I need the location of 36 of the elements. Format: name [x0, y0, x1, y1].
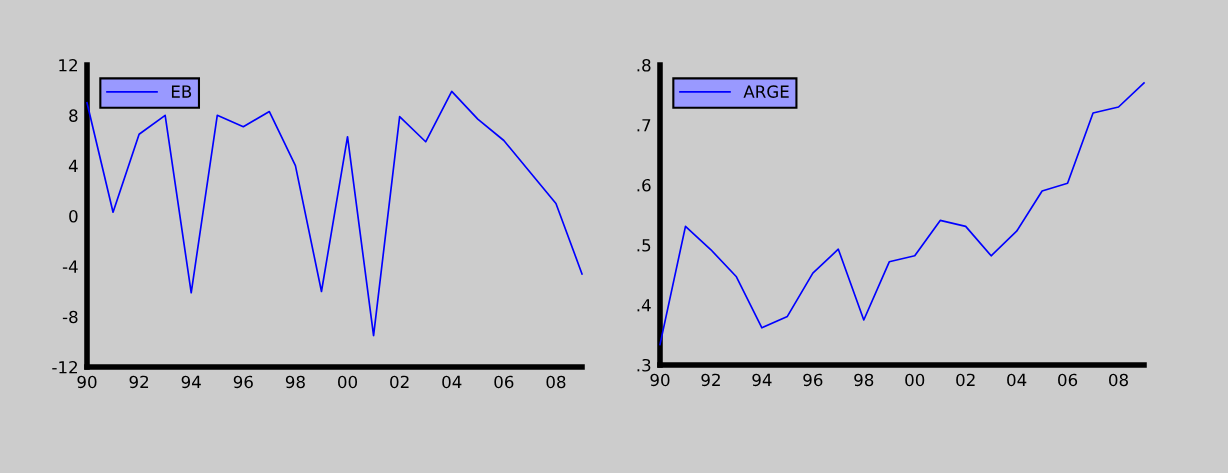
x-tick-label: 92: [129, 375, 149, 389]
y-tick-label: 8: [69, 109, 78, 122]
x-tick-label: 98: [854, 373, 874, 387]
x-tick-label: 98: [285, 375, 305, 389]
y-tick-label: .5: [637, 239, 651, 252]
x-tick-label: 02: [390, 375, 409, 389]
x-tick-label: 04: [1007, 373, 1027, 387]
y-tick-label: 12: [59, 58, 77, 72]
x-tick-label: 00: [338, 375, 358, 389]
legend-label: EB: [171, 85, 192, 98]
x-tick-label: 04: [442, 375, 462, 389]
x-tick-label: 08: [546, 375, 566, 389]
x-tick-label: 96: [803, 373, 823, 387]
x-tick-label: 06: [494, 375, 514, 389]
x-tick-label: 90: [77, 375, 97, 389]
y-tick-label: .6: [637, 178, 651, 192]
x-tick-label: 06: [1058, 373, 1078, 387]
legend-label: ARGE: [743, 85, 789, 98]
y-tick-label: .4: [637, 299, 651, 312]
y-tick-label: .8: [637, 58, 651, 72]
line-series: [659, 82, 1145, 346]
y-tick-label: -8: [62, 310, 78, 324]
x-tick-label: 90: [650, 373, 670, 387]
y-tick-label: -4: [62, 260, 78, 273]
y-tick-label: 0: [69, 209, 78, 223]
x-tick-label: 94: [752, 373, 772, 387]
y-tick-label: .3: [637, 358, 651, 372]
x-tick-label: 94: [181, 375, 201, 389]
x-tick-label: 00: [905, 373, 925, 387]
x-tick-label: 96: [233, 375, 253, 389]
y-tick-label: 4: [68, 159, 78, 172]
x-tick-label: 02: [956, 373, 975, 387]
y-tick-label: -12: [52, 360, 77, 374]
x-tick-label: 92: [701, 373, 720, 387]
x-tick-label: 08: [1109, 373, 1128, 387]
y-tick-label: .7: [637, 119, 651, 132]
